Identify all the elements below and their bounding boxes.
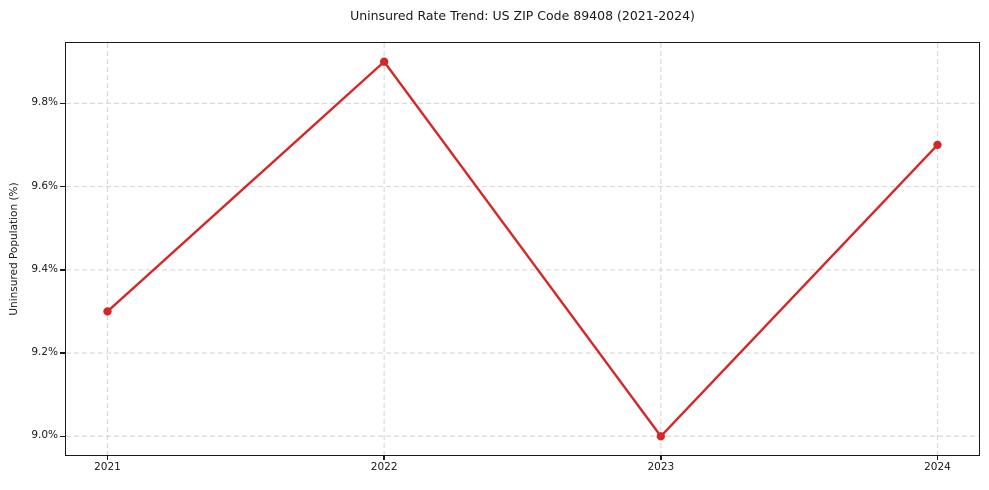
x-tick-label: 2024 (924, 461, 951, 473)
x-tick-label: 2022 (370, 461, 398, 473)
y-tick-mark (59, 102, 65, 105)
y-tick-label: 9.8% (31, 96, 58, 109)
data-point-marker (379, 57, 388, 66)
y-tick-label: 9.0% (31, 429, 58, 442)
x-tick-label: 2021 (94, 461, 121, 473)
y-axis-label: Uninsured Population (%) (8, 182, 20, 316)
y-tick-label: 9.2% (31, 346, 58, 359)
x-tick-mark (383, 455, 385, 460)
x-tick-mark (936, 455, 939, 460)
data-point-marker (102, 306, 112, 316)
chart-title: Uninsured Rate Trend: US ZIP Code 89408 … (350, 8, 695, 23)
data-point-marker (656, 431, 665, 440)
line-chart-svg (65, 42, 979, 455)
plot-area (64, 41, 980, 456)
y-tick-label: 9.4% (31, 262, 58, 275)
x-tick-label: 2023 (647, 461, 675, 473)
x-tick-mark (106, 455, 109, 460)
y-tick-label: 9.6% (31, 179, 58, 192)
y-tick-mark (59, 352, 65, 354)
y-tick-mark (59, 185, 65, 188)
y-tick-mark (59, 435, 65, 438)
trend-line (105, 60, 939, 437)
x-tick-mark (660, 455, 662, 460)
data-point-marker (932, 140, 942, 149)
y-tick-mark (59, 269, 65, 271)
